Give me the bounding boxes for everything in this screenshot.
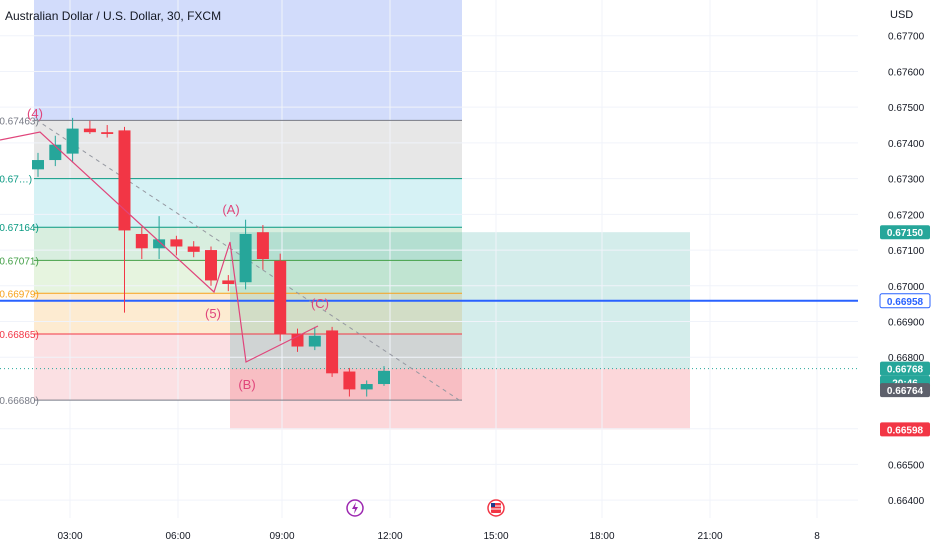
fib-level-label: (0.66680): [0, 396, 39, 407]
y-tick-label: 0.67200: [888, 210, 925, 221]
y-tick-label: 0.66800: [888, 353, 925, 364]
us-flag-event-icon[interactable]: [487, 499, 505, 517]
currency-label: USD: [890, 9, 913, 21]
x-tick-label: 12:00: [377, 531, 402, 542]
candle-body: [343, 371, 356, 390]
chart-title: Australian Dollar / U.S. Dollar, 30, FXC…: [5, 9, 221, 23]
candle-body: [239, 233, 252, 283]
candle-body: [326, 330, 339, 374]
y-tick-label: 0.66500: [888, 460, 925, 471]
y-tick-label: 0.67400: [888, 139, 925, 150]
wave-label: (C): [311, 296, 329, 311]
y-tick-label: 0.67500: [888, 103, 925, 114]
y-tick-label: 0.67600: [888, 67, 925, 78]
x-tick-label: 21:00: [697, 531, 722, 542]
candle-body: [118, 130, 131, 231]
x-tick-label: 8: [814, 531, 820, 542]
price-tag-text: 0.67150: [887, 228, 924, 239]
fib-band: [34, 120, 462, 179]
y-tick-label: 0.66400: [888, 496, 925, 507]
candle-body: [135, 233, 148, 249]
wave-label: (A): [222, 202, 239, 217]
wave-label: (B): [238, 377, 255, 392]
fib-level-label: (0.67164): [0, 223, 39, 234]
candle-body: [170, 239, 183, 247]
fib-band: [34, 178, 462, 228]
fib-level-label: (0.67071): [0, 256, 39, 267]
candle-body: [101, 132, 114, 134]
trend-line-dashed[interactable]: [35, 119, 463, 403]
fib-level-label: (0.66865): [0, 330, 39, 341]
price-tag-target[interactable]: [880, 225, 930, 240]
price-tag-gray[interactable]: [880, 383, 930, 398]
candle-body: [205, 250, 217, 281]
lightning-event-icon[interactable]: [346, 499, 364, 517]
y-tick-label: 0.67300: [888, 175, 925, 186]
candle-body: [83, 128, 96, 133]
stop-zone[interactable]: [230, 368, 690, 430]
price-tag-blue[interactable]: [879, 293, 931, 309]
fib-level-label: (0.67…): [0, 175, 32, 186]
elliott-wave-path[interactable]: [0, 131, 319, 363]
candle-body: [308, 335, 321, 347]
price-tag-text: 0.66764: [887, 386, 924, 397]
price-tag-text: 0.66598: [887, 425, 924, 436]
price-tag-text: 0.66958: [887, 297, 924, 308]
x-tick-label: 18:00: [589, 531, 614, 542]
fib-band: [34, 334, 462, 401]
candle-body: [187, 246, 200, 252]
candle-body: [360, 384, 373, 390]
candle-body: [66, 128, 79, 154]
candle-body: [222, 280, 235, 285]
fib-level-label: (0.67463): [0, 116, 39, 127]
wave-label: (5): [205, 306, 221, 321]
fib-level-label: (0.66979): [0, 289, 39, 300]
y-tick-label: 0.67100: [888, 246, 925, 257]
price-tag-current[interactable]: [880, 361, 930, 376]
x-tick-label: 03:00: [57, 531, 82, 542]
candle-body: [153, 239, 166, 249]
y-tick-label: 0.67700: [888, 32, 925, 43]
blue-zone: [34, 0, 462, 121]
y-tick-label: 0.67000: [888, 282, 925, 293]
x-tick-label: 15:00: [483, 531, 508, 542]
x-tick-label: 06:00: [165, 531, 190, 542]
candle-body: [378, 370, 390, 385]
x-tick-label: 09:00: [269, 531, 294, 542]
candle-body: [256, 232, 269, 259]
candle-body: [274, 260, 287, 335]
price-tag-text: 0.66768: [887, 365, 924, 376]
candle-body: [32, 160, 44, 170]
candle-body: [49, 144, 62, 161]
wave-label: (4): [27, 106, 43, 121]
price-tag-stop[interactable]: [880, 422, 930, 437]
y-tick-label: 0.66900: [888, 318, 925, 329]
